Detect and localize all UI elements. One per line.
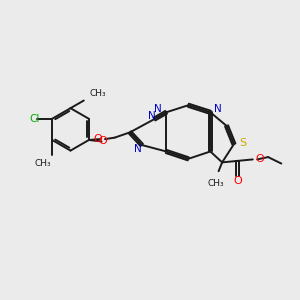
Text: O: O: [94, 134, 103, 144]
Text: Cl: Cl: [29, 114, 40, 124]
Text: N: N: [134, 143, 142, 154]
Text: CH₃: CH₃: [34, 159, 51, 168]
Text: O: O: [233, 176, 242, 186]
Text: O: O: [99, 136, 107, 146]
Text: CH₃: CH₃: [89, 88, 106, 98]
Text: O: O: [256, 154, 265, 164]
Text: N: N: [214, 104, 222, 114]
Text: N: N: [154, 104, 162, 114]
Text: N: N: [148, 110, 156, 121]
Text: S: S: [239, 138, 246, 148]
Text: CH₃: CH₃: [208, 178, 225, 188]
